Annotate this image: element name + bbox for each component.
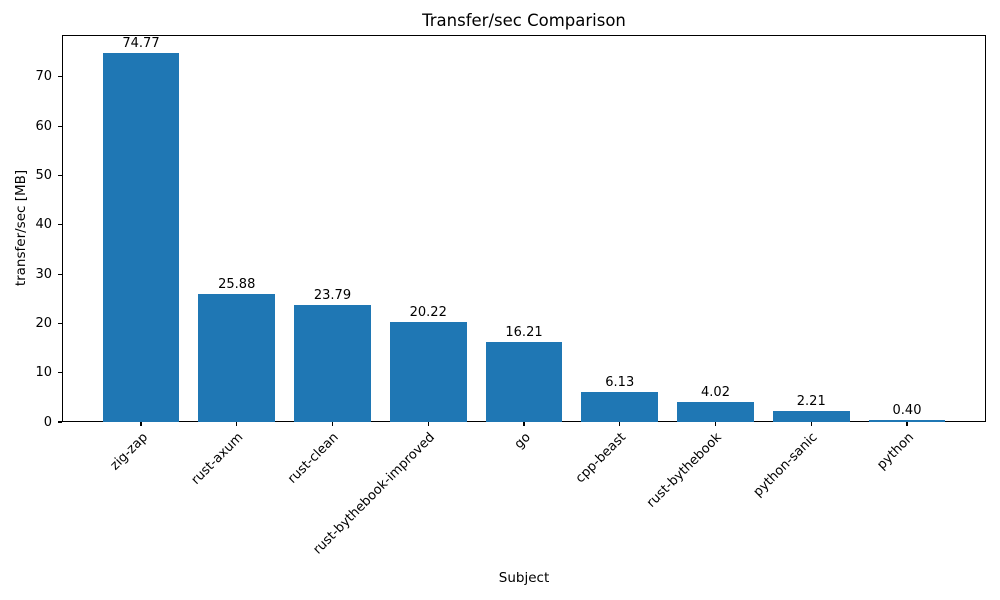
- bar: [868, 420, 946, 422]
- bar-value-label: 0.40: [892, 403, 922, 419]
- bar: [485, 342, 563, 422]
- x-axis-tick: [714, 422, 717, 426]
- x-tick-label: rust-axum: [188, 430, 247, 488]
- bar-value-label: 20.22: [409, 305, 447, 321]
- y-axis-tick: [58, 372, 62, 374]
- x-axis-tick: [523, 422, 525, 426]
- y-tick-label: 20: [35, 315, 52, 331]
- x-axis-tick: [140, 422, 142, 426]
- y-axis-tick: [58, 421, 62, 423]
- y-axis-tick: [58, 174, 62, 177]
- bar: [581, 391, 659, 422]
- y-tick-label: 50: [35, 168, 52, 183]
- y-tick-label: 60: [35, 118, 52, 134]
- x-axis-tick: [236, 422, 238, 426]
- x-tick-label: python: [873, 430, 917, 473]
- bar-value-label: 74.77: [122, 36, 160, 52]
- x-axis-tick: [810, 422, 812, 426]
- y-tick-label: 40: [35, 217, 52, 233]
- bar: [677, 402, 754, 422]
- bar-value-label: 6.13: [605, 374, 635, 390]
- x-tick-label: rust-clean: [285, 430, 343, 487]
- y-tick-label: 70: [35, 69, 52, 85]
- bar: [389, 322, 467, 422]
- bar: [198, 294, 276, 422]
- bar: [772, 411, 850, 422]
- bar: [102, 53, 180, 422]
- y-tick-label: 30: [35, 266, 52, 282]
- x-axis-tick: [427, 422, 429, 426]
- bar-value-label: 4.02: [701, 385, 730, 401]
- x-tick-label: zig-zap: [107, 430, 151, 474]
- x-axis-tick: [331, 422, 334, 426]
- y-axis-tick: [58, 322, 62, 324]
- bar: [294, 304, 371, 422]
- chart-title: Transfer/sec Comparison: [422, 11, 626, 30]
- x-tick-label: go: [511, 430, 534, 453]
- x-tick-label: cpp-beast: [573, 430, 630, 487]
- y-tick-label: 10: [35, 365, 52, 381]
- y-axis-tick: [58, 76, 62, 78]
- bar-value-label: 2.21: [796, 394, 826, 410]
- y-tick-label: 0: [43, 414, 52, 430]
- bar-value-label: 23.79: [313, 287, 352, 303]
- bar-value-label: 16.21: [505, 325, 543, 341]
- bar-value-label: 25.88: [218, 277, 256, 293]
- x-tick-label: python-sanic: [750, 430, 821, 500]
- y-axis-tick: [58, 125, 62, 127]
- y-axis-tick: [58, 273, 62, 275]
- x-tick-label: rust-bythebook: [644, 430, 726, 511]
- x-axis-tick: [619, 422, 621, 426]
- x-axis-label: Subject: [498, 570, 550, 586]
- y-axis-tick: [58, 224, 62, 226]
- x-axis-tick: [906, 422, 908, 426]
